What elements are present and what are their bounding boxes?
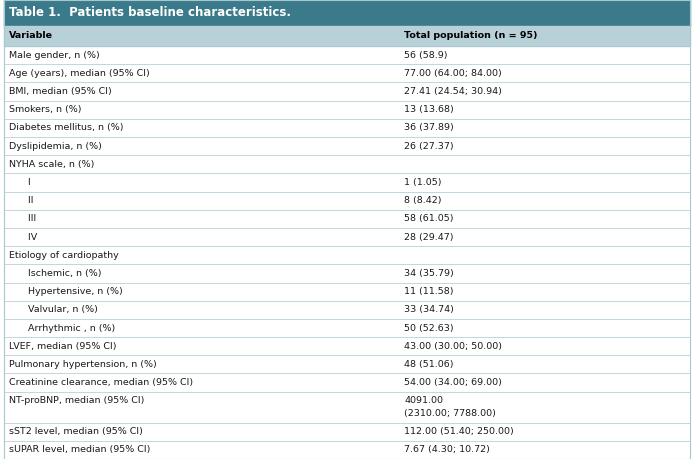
Text: 50 (52.63): 50 (52.63)	[404, 324, 454, 332]
Text: Hypertensive, n (%): Hypertensive, n (%)	[22, 287, 123, 296]
Text: Age (years), median (95% CI): Age (years), median (95% CI)	[9, 69, 150, 78]
Text: Diabetes mellitus, n (%): Diabetes mellitus, n (%)	[9, 123, 124, 132]
Text: 28 (29.47): 28 (29.47)	[404, 233, 454, 241]
Bar	[4, 191, 690, 210]
Text: 48 (51.06): 48 (51.06)	[404, 360, 454, 369]
Text: Etiology of cardiopathy: Etiology of cardiopathy	[9, 251, 119, 260]
Text: 112.00 (51.40; 250.00): 112.00 (51.40; 250.00)	[404, 427, 514, 436]
Bar	[4, 374, 690, 392]
Text: Smokers, n (%): Smokers, n (%)	[9, 105, 81, 114]
Text: 36 (37.89): 36 (37.89)	[404, 123, 454, 132]
Bar	[4, 228, 690, 246]
Bar	[4, 82, 690, 101]
Text: NT-proBNP, median (95% CI): NT-proBNP, median (95% CI)	[9, 396, 144, 405]
Text: LVEF, median (95% CI): LVEF, median (95% CI)	[9, 341, 117, 351]
Text: 43.00 (30.00; 50.00): 43.00 (30.00; 50.00)	[404, 341, 502, 351]
Text: Variable: Variable	[9, 32, 53, 40]
Bar	[4, 441, 690, 459]
Text: 34 (35.79): 34 (35.79)	[404, 269, 454, 278]
Bar	[4, 355, 690, 374]
Text: sST2 level, median (95% CI): sST2 level, median (95% CI)	[9, 427, 143, 436]
Text: Creatinine clearance, median (95% CI): Creatinine clearance, median (95% CI)	[9, 378, 193, 387]
Bar	[4, 101, 690, 119]
Bar	[4, 0, 690, 26]
Bar	[4, 246, 690, 264]
Text: Table 1.  Patients baseline characteristics.: Table 1. Patients baseline characteristi…	[9, 6, 291, 19]
Bar	[4, 319, 690, 337]
Text: Ischemic, n (%): Ischemic, n (%)	[22, 269, 101, 278]
Text: 33 (34.74): 33 (34.74)	[404, 305, 454, 314]
Bar	[4, 26, 690, 46]
Text: sUPAR level, median (95% CI): sUPAR level, median (95% CI)	[9, 445, 151, 454]
Text: 4091.00: 4091.00	[404, 396, 443, 405]
Text: IV: IV	[22, 233, 37, 241]
Bar	[4, 155, 690, 174]
Text: 77.00 (64.00; 84.00): 77.00 (64.00; 84.00)	[404, 69, 502, 78]
Text: Valvular, n (%): Valvular, n (%)	[22, 305, 98, 314]
Text: 8 (8.42): 8 (8.42)	[404, 196, 441, 205]
Text: 13 (13.68): 13 (13.68)	[404, 105, 454, 114]
Text: II: II	[22, 196, 33, 205]
Text: I: I	[22, 178, 31, 187]
Bar	[4, 137, 690, 155]
Text: 11 (11.58): 11 (11.58)	[404, 287, 454, 296]
Bar	[4, 210, 690, 228]
Bar	[4, 264, 690, 283]
Text: Pulmonary hypertension, n (%): Pulmonary hypertension, n (%)	[9, 360, 157, 369]
Bar	[4, 301, 690, 319]
Bar	[4, 64, 690, 82]
Text: 58 (61.05): 58 (61.05)	[404, 214, 454, 224]
Bar	[4, 46, 690, 64]
Text: BMI, median (95% CI): BMI, median (95% CI)	[9, 87, 112, 96]
Text: 1 (1.05): 1 (1.05)	[404, 178, 441, 187]
Text: 27.41 (24.54; 30.94): 27.41 (24.54; 30.94)	[404, 87, 502, 96]
Text: 56 (58.9): 56 (58.9)	[404, 50, 448, 60]
Text: NYHA scale, n (%): NYHA scale, n (%)	[9, 160, 94, 169]
Bar	[4, 392, 690, 423]
Bar	[4, 423, 690, 441]
Text: III: III	[22, 214, 36, 224]
Text: 26 (27.37): 26 (27.37)	[404, 141, 454, 151]
Bar	[4, 119, 690, 137]
Bar	[4, 174, 690, 191]
Text: Dyslipidemia, n (%): Dyslipidemia, n (%)	[9, 141, 102, 151]
Bar	[4, 337, 690, 355]
Text: Male gender, n (%): Male gender, n (%)	[9, 50, 100, 60]
Text: 7.67 (4.30; 10.72): 7.67 (4.30; 10.72)	[404, 445, 490, 454]
Text: Total population (n = 95): Total population (n = 95)	[404, 32, 538, 40]
Text: Arrhythmic , n (%): Arrhythmic , n (%)	[22, 324, 115, 332]
Text: (2310.00; 7788.00): (2310.00; 7788.00)	[404, 409, 496, 419]
Bar	[4, 283, 690, 301]
Text: 54.00 (34.00; 69.00): 54.00 (34.00; 69.00)	[404, 378, 502, 387]
